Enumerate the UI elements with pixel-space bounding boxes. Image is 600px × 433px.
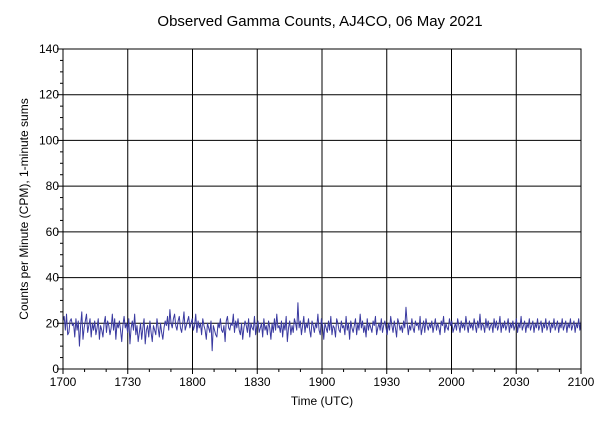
plot-area-border [62,48,582,370]
x-tick-label: 1800 [179,375,206,389]
x-tick-label: 1930 [373,375,400,389]
x-tick-label: 1700 [50,375,77,389]
y-tick-label: 60 [46,225,60,239]
grid [63,49,581,369]
y-tick-label: 100 [39,133,59,147]
x-tick-label: 1730 [114,375,141,389]
y-tick-label: 80 [46,179,60,193]
x-tick-label: 1830 [244,375,271,389]
x-axis-label: Time (UTC) [291,394,353,408]
series-layer [62,302,582,352]
x-tick-label: 2000 [438,375,465,389]
y-tick-label: 120 [39,88,59,102]
x-tick-label: 2100 [568,375,595,389]
y-tick-label: 140 [39,42,59,56]
chart-title: Observed Gamma Counts, AJ4CO, 06 May 202… [157,13,482,30]
x-tick-label: 2030 [503,375,530,389]
tick-labels: 0 20 40 60 80 100 120 140 1700 1730 1800 1830 1900 19… [39,42,595,389]
y-axis-label: Counts per Minute (CPM), 1-minute sums [17,98,31,319]
y-tick-label: 40 [46,271,60,285]
series-line-gamma-cpm [62,302,582,352]
y-tick-label: 0 [52,362,59,376]
x-tick-label: 1900 [309,375,336,389]
y-tick-label: 20 [46,316,60,330]
